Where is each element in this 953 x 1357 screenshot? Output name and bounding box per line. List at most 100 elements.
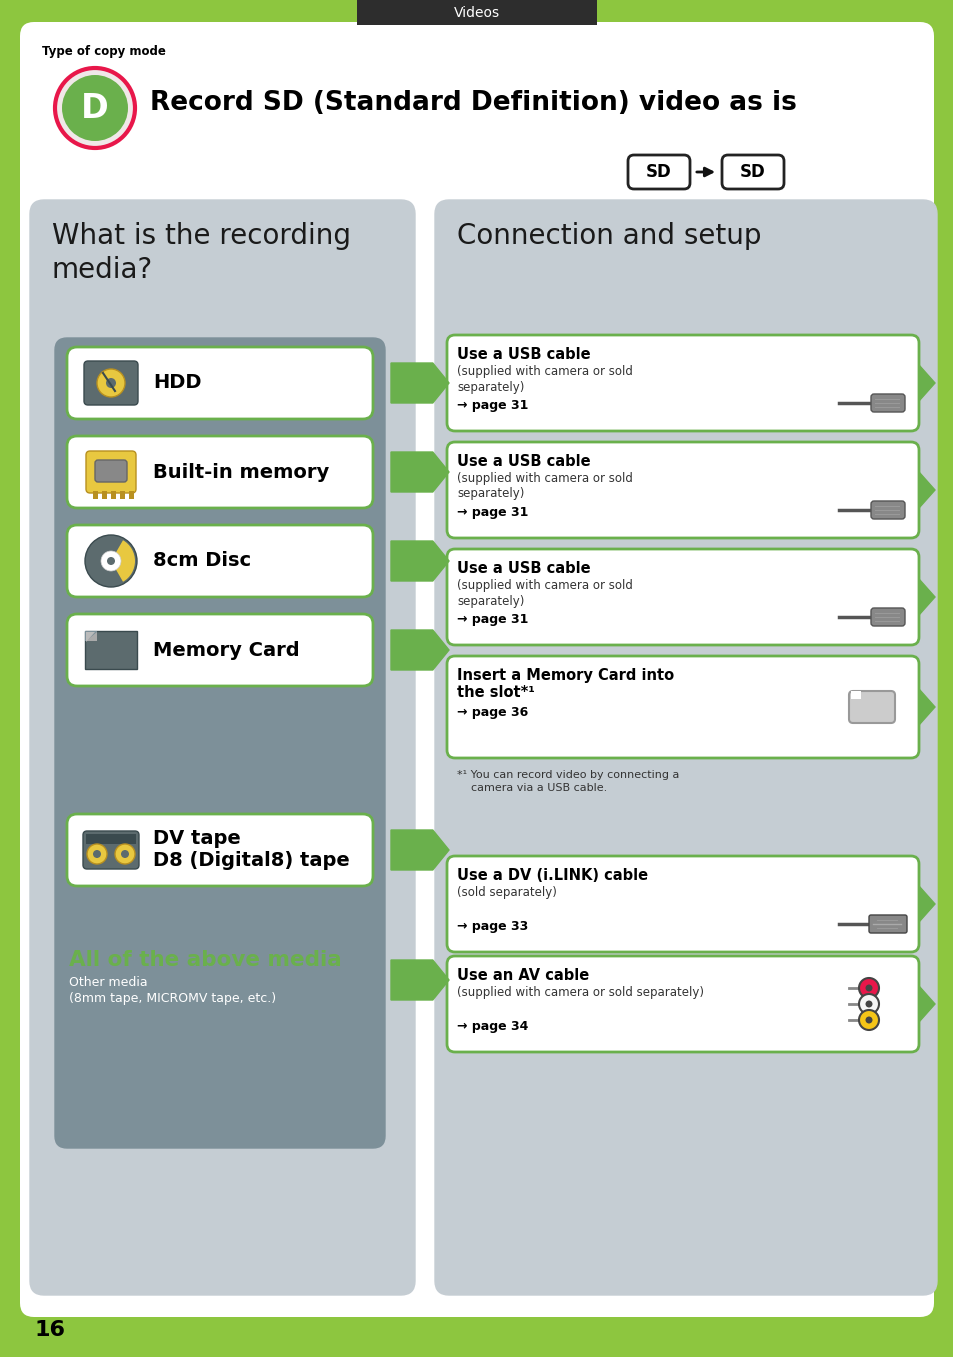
FancyBboxPatch shape [95,460,127,482]
Bar [86,835,136,844]
Polygon shape [918,689,934,725]
Circle shape [62,75,128,141]
Circle shape [115,844,135,864]
Text: Type of copy mode: Type of copy mode [42,45,166,58]
FancyBboxPatch shape [870,608,904,626]
Text: → page 34: → page 34 [456,1020,528,1033]
Text: Videos: Videos [454,5,499,20]
Circle shape [97,369,125,398]
Polygon shape [918,579,934,615]
Text: → page 31: → page 31 [456,506,528,518]
Circle shape [864,1000,872,1007]
Text: 16: 16 [35,1320,66,1339]
Text: *¹ You can record video by connecting a
    camera via a USB cable.: *¹ You can record video by connecting a … [456,769,679,794]
FancyBboxPatch shape [67,525,373,597]
FancyBboxPatch shape [870,394,904,413]
Text: Insert a Memory Card into
the slot*¹: Insert a Memory Card into the slot*¹ [456,668,674,700]
FancyBboxPatch shape [84,361,138,404]
FancyBboxPatch shape [67,436,373,508]
Bar [129,491,133,499]
Circle shape [55,68,135,148]
Polygon shape [918,472,934,508]
FancyBboxPatch shape [86,451,136,493]
Text: (sold separately): (sold separately) [456,886,557,898]
Circle shape [87,844,107,864]
Text: DV tape
D8 (Digital8) tape: DV tape D8 (Digital8) tape [152,829,350,870]
Circle shape [92,849,101,858]
Text: → page 36: → page 36 [456,706,528,719]
Text: → page 31: → page 31 [456,613,528,626]
FancyBboxPatch shape [447,442,918,537]
Text: (supplied with camera or sold
separately): (supplied with camera or sold separately… [456,579,632,608]
Bar [102,491,107,499]
Text: Other media
(8mm tape, MICROMV tape, etc.): Other media (8mm tape, MICROMV tape, etc… [69,976,275,1006]
Wedge shape [111,540,135,582]
FancyBboxPatch shape [627,155,689,189]
Circle shape [101,551,121,571]
Text: Record SD (Standard Definition) video as is: Record SD (Standard Definition) video as… [150,90,796,115]
Bar [850,691,861,699]
FancyBboxPatch shape [447,856,918,953]
Polygon shape [391,452,449,493]
Text: (supplied with camera or sold separately): (supplied with camera or sold separately… [456,987,703,999]
FancyBboxPatch shape [721,155,783,189]
Text: (supplied with camera or sold
separately): (supplied with camera or sold separately… [456,472,632,501]
Polygon shape [918,987,934,1022]
Circle shape [864,1016,872,1023]
Text: → page 31: → page 31 [456,399,528,413]
Bar [111,491,116,499]
Circle shape [121,849,129,858]
Circle shape [858,1010,878,1030]
FancyBboxPatch shape [447,655,918,759]
Bar [85,631,97,641]
FancyBboxPatch shape [20,22,933,1318]
FancyBboxPatch shape [30,199,415,1295]
FancyBboxPatch shape [83,830,139,868]
Polygon shape [86,632,97,641]
Polygon shape [391,630,449,670]
FancyBboxPatch shape [870,501,904,518]
FancyBboxPatch shape [447,550,918,645]
FancyBboxPatch shape [67,347,373,419]
FancyBboxPatch shape [848,691,894,723]
Text: Use a USB cable: Use a USB cable [456,455,590,470]
Text: 8cm Disc: 8cm Disc [152,551,251,570]
Circle shape [864,984,872,992]
Polygon shape [918,886,934,921]
Circle shape [858,993,878,1014]
Text: Connection and setup: Connection and setup [456,223,760,250]
Text: Use a USB cable: Use a USB cable [456,347,590,362]
Text: What is the recording
media?: What is the recording media? [52,223,351,284]
FancyBboxPatch shape [447,955,918,1052]
Polygon shape [918,365,934,402]
Text: Built-in memory: Built-in memory [152,463,329,482]
Bar [120,491,125,499]
Text: All of the above media: All of the above media [69,950,341,970]
Circle shape [85,535,137,588]
Text: Use an AV cable: Use an AV cable [456,968,589,982]
FancyBboxPatch shape [55,338,385,1148]
Polygon shape [391,959,449,1000]
Text: Memory Card: Memory Card [152,641,299,660]
FancyBboxPatch shape [67,814,373,886]
Circle shape [858,978,878,997]
Text: (supplied with camera or sold
separately): (supplied with camera or sold separately… [456,365,632,394]
Bar [92,491,98,499]
Polygon shape [391,364,449,403]
Text: SD: SD [645,163,671,180]
Bar [85,631,137,669]
Polygon shape [86,632,95,642]
Circle shape [107,556,115,565]
FancyBboxPatch shape [435,199,936,1295]
Text: Use a DV (i.LINK) cable: Use a DV (i.LINK) cable [456,868,647,883]
Circle shape [106,379,116,388]
FancyBboxPatch shape [868,915,906,934]
FancyBboxPatch shape [67,613,373,687]
Polygon shape [391,541,449,581]
Polygon shape [391,830,449,870]
Text: D: D [81,91,109,125]
FancyBboxPatch shape [447,335,918,432]
Text: HDD: HDD [152,373,201,392]
Bar [356,0,597,24]
Text: → page 33: → page 33 [456,920,528,934]
